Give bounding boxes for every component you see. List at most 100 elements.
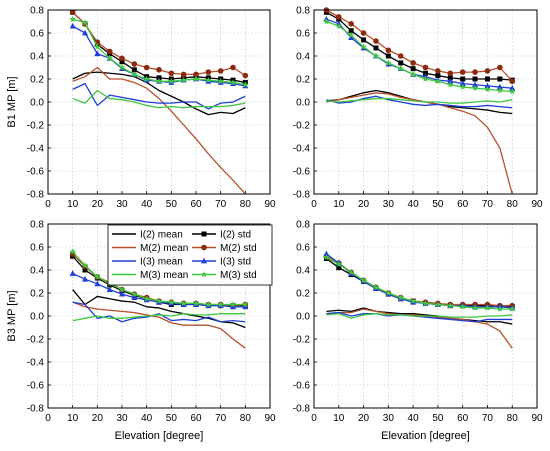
data-point xyxy=(143,295,150,302)
y-tick-label: -0.8 xyxy=(293,404,311,415)
series-line-M2_std xyxy=(326,9,513,82)
legend-label: M(3) mean xyxy=(140,270,188,281)
x-tick-label: 30 xyxy=(116,199,128,210)
data-point xyxy=(94,280,101,287)
data-point xyxy=(509,78,516,85)
legend-label: I(3) mean xyxy=(140,257,183,268)
data-point xyxy=(398,60,404,66)
data-point xyxy=(459,69,466,75)
data-point xyxy=(508,305,516,312)
data-point xyxy=(69,248,76,255)
x-tick-label: 30 xyxy=(383,413,395,424)
x-tick-label: 10 xyxy=(333,413,345,424)
data-point xyxy=(192,75,200,82)
x-tick-label: 20 xyxy=(92,199,104,210)
data-point xyxy=(229,301,237,308)
data-point xyxy=(168,70,175,77)
series-line-I2_mean xyxy=(72,71,246,116)
data-point xyxy=(106,286,113,292)
series-M2_mean xyxy=(72,66,246,195)
y-tick-label: -0.4 xyxy=(293,144,311,155)
series-I3_mean xyxy=(72,82,246,110)
x-tick-label: 40 xyxy=(408,199,420,210)
data-point xyxy=(242,301,249,308)
x-tick-label: 40 xyxy=(141,413,153,424)
data-point xyxy=(229,79,237,86)
data-point xyxy=(168,298,175,305)
y-tick-label: -0.6 xyxy=(27,381,45,392)
y-tick-label: -0.2 xyxy=(27,335,45,346)
data-point xyxy=(242,72,249,79)
data-point xyxy=(335,260,343,267)
legend-swatch-marker xyxy=(201,244,207,251)
series-M3_mean xyxy=(72,313,246,322)
legend-entry: M(3) mean xyxy=(112,270,188,281)
data-point xyxy=(205,301,212,308)
data-point xyxy=(435,68,441,74)
legend-label: M(3) std xyxy=(220,270,257,281)
y-axis-label: B3 MP [m] xyxy=(6,290,18,341)
data-point xyxy=(155,297,163,304)
legend: I(2) mean I(2) std M(2) mean M(2) std I(3) m… xyxy=(107,224,273,286)
data-point xyxy=(217,68,224,74)
y-tick-label: 0.6 xyxy=(296,243,310,254)
data-point xyxy=(168,77,175,85)
x-tick-label: 60 xyxy=(190,199,202,210)
y-tick-label: 0.2 xyxy=(296,289,310,300)
data-point xyxy=(69,15,76,22)
data-point xyxy=(336,265,342,271)
x-tick-label: 10 xyxy=(67,413,79,424)
data-point xyxy=(348,34,355,40)
data-point xyxy=(94,273,101,280)
x-tick-label: 90 xyxy=(531,413,543,424)
x-tick-label: 50 xyxy=(432,199,444,210)
chart-panel-top-left: 0 10 20 30 40 50 60 70 80 90 -0.8 -0.6 -0.4 -0.2 0.0 0.… xyxy=(6,6,276,211)
series-line-M3_std xyxy=(326,20,513,93)
x-tick-label: 70 xyxy=(482,413,494,424)
y-tick-label: 0.6 xyxy=(296,29,310,40)
x-tick-label: 50 xyxy=(166,413,178,424)
legend-entry: I(2) mean xyxy=(112,230,183,241)
data-point xyxy=(230,64,236,71)
data-point xyxy=(484,76,490,82)
data-point xyxy=(496,305,504,312)
data-point xyxy=(323,18,330,25)
data-point xyxy=(335,22,343,29)
data-point xyxy=(131,61,138,67)
y-tick-label: -0.2 xyxy=(293,121,311,132)
legend-label: M(2) mean xyxy=(140,243,188,254)
data-point xyxy=(323,250,330,257)
series-M3_std xyxy=(323,253,516,312)
data-point xyxy=(347,268,355,276)
data-point xyxy=(484,68,491,74)
y-tick-label: 0.0 xyxy=(30,312,44,323)
y-tick-label: 0.0 xyxy=(296,312,310,323)
data-point xyxy=(94,50,101,57)
legend-entry: M(2) std xyxy=(192,243,257,254)
x-tick-label: 0 xyxy=(311,413,317,424)
data-point xyxy=(484,85,491,93)
data-point xyxy=(397,294,404,301)
data-point xyxy=(131,67,137,73)
x-tick-label: 90 xyxy=(264,199,276,210)
x-tick-label: 0 xyxy=(45,199,51,210)
series-I2_mean xyxy=(72,71,246,116)
x-tick-label: 40 xyxy=(408,413,420,424)
series-line-M2_mean xyxy=(72,301,246,349)
data-point xyxy=(409,71,417,78)
x-tick-label: 60 xyxy=(457,199,469,210)
data-point xyxy=(119,290,125,297)
data-point xyxy=(447,70,454,77)
data-point xyxy=(509,84,516,91)
chart-panel-bottom-right: 0 10 20 30 40 50 60 70 80 90 -0.8 -0.6 -0.4 -0.2 0.0 0.… xyxy=(293,220,543,443)
chart-panel-bottom-left: 0 10 20 30 40 50 60 70 80 90 -0.8 -0.6 -0.4 -0.2 0.0 0.… xyxy=(6,220,276,443)
data-point xyxy=(360,43,367,50)
data-point xyxy=(471,84,479,91)
data-point xyxy=(119,55,125,62)
data-point xyxy=(81,19,89,26)
y-tick-label: -0.8 xyxy=(27,404,45,415)
data-point xyxy=(409,297,417,304)
plot-frame xyxy=(47,223,271,409)
data-point xyxy=(373,38,379,44)
series-line-I3_mean xyxy=(72,301,246,323)
